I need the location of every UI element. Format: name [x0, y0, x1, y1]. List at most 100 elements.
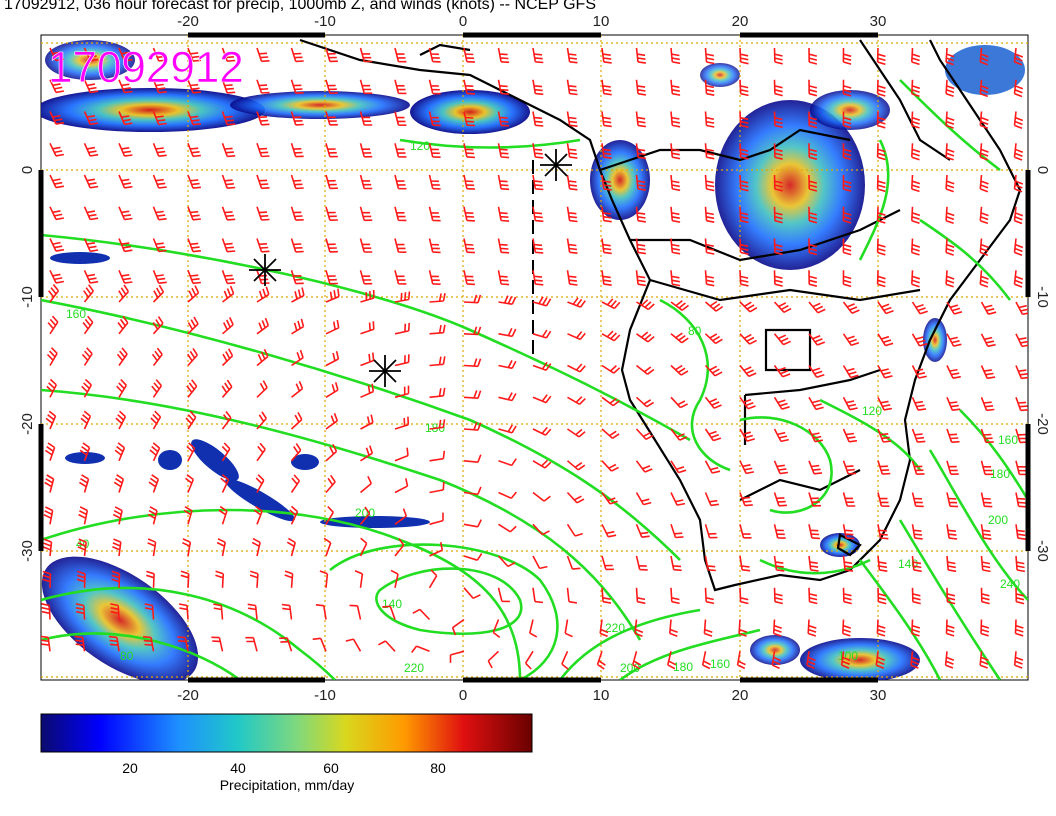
wind-barb — [773, 174, 783, 192]
wind-barb — [877, 301, 894, 315]
wind-barb — [247, 603, 258, 620]
wind-barb — [945, 238, 955, 256]
wind-barb — [152, 316, 164, 335]
wind-barb — [152, 284, 165, 303]
wind-barb — [946, 587, 956, 605]
wind-barb — [946, 333, 962, 347]
coastlines — [299, 38, 1022, 592]
wind-barb — [911, 143, 921, 161]
wind-barb — [118, 111, 133, 126]
wind-barb — [670, 428, 688, 441]
wind-barb — [532, 523, 550, 536]
wind-barb — [806, 651, 816, 670]
map-title: 17092912, 036 hour forecast for precip, … — [4, 0, 596, 13]
wind-barb — [463, 111, 475, 127]
wind-barb — [256, 174, 270, 190]
wind-barb — [670, 206, 681, 223]
wind-barb — [1013, 174, 1024, 193]
lon-tick-label: 10 — [593, 687, 610, 704]
wind-barb — [222, 285, 235, 303]
wind-barb — [1013, 270, 1024, 288]
wind-barb — [428, 270, 441, 285]
wind-barb — [152, 47, 167, 62]
wind-barb — [739, 333, 757, 345]
lat-labels-right: 0 -10 -20 -30 — [1034, 166, 1051, 562]
wind-barb — [946, 396, 961, 411]
wind-barb — [566, 143, 578, 159]
wind-barb — [739, 492, 753, 507]
wind-barb — [808, 460, 823, 475]
wind-barb — [463, 553, 483, 561]
wind-barb — [187, 143, 201, 158]
wind-barb — [497, 111, 510, 127]
wind-barb — [601, 396, 620, 407]
wind-barb — [463, 294, 482, 304]
wind-barb — [498, 523, 517, 533]
wind-barb — [635, 460, 653, 473]
low-pressure-star — [369, 355, 401, 387]
wind-barb — [1015, 524, 1026, 540]
wind-barb — [81, 378, 93, 398]
wind-barb — [118, 79, 133, 94]
wind-barb — [601, 111, 612, 128]
wind-barb — [670, 460, 687, 474]
wind-barb — [182, 538, 192, 557]
wind-barb — [980, 428, 994, 444]
wind-barb — [290, 474, 301, 493]
wind-barb — [116, 347, 128, 366]
wind-barb — [83, 284, 94, 303]
wind-barb — [81, 347, 93, 366]
wind-barb — [497, 270, 510, 286]
wind-barb — [739, 111, 749, 128]
wind-barb — [177, 636, 189, 652]
wind-barb — [345, 638, 362, 652]
wind-barb — [113, 474, 125, 493]
wind-barb — [221, 79, 236, 94]
colorbar-gradient — [40, 713, 533, 753]
wind-barb — [428, 206, 441, 222]
lat-tick-label: -30 — [1034, 540, 1051, 562]
wind-barb — [566, 206, 578, 223]
wind-barb — [325, 47, 338, 63]
wind-barb — [256, 286, 270, 303]
wind-barb — [635, 587, 646, 605]
wind-barb — [187, 79, 201, 94]
wind-barb — [635, 79, 647, 96]
wind-barb — [449, 650, 465, 663]
wind-barb — [49, 269, 65, 284]
wind-barb — [945, 619, 955, 637]
wind-barb — [49, 79, 65, 94]
wind-barb — [877, 365, 893, 379]
contour-label: 140 — [898, 557, 918, 571]
wind-barb — [497, 555, 516, 568]
wind-barb — [1013, 651, 1024, 669]
wind-barb — [945, 206, 955, 225]
wind-barb — [667, 651, 677, 670]
contour-label: 80 — [688, 324, 702, 338]
wind-barb — [566, 270, 578, 286]
wind-barb — [979, 47, 989, 66]
wind-barb — [394, 478, 409, 494]
wind-barb — [704, 428, 722, 442]
wind-barb — [532, 79, 544, 96]
wind-barb — [532, 491, 551, 502]
wind-barb — [359, 143, 373, 158]
wind-barb — [49, 238, 65, 252]
wind-barb — [566, 587, 578, 604]
wind-barb — [842, 428, 858, 443]
contour-label: 160 — [998, 433, 1018, 447]
wind-barb — [187, 174, 201, 189]
wind-barb — [75, 603, 86, 620]
wind-barb — [946, 301, 963, 315]
wind-barb — [636, 331, 655, 343]
wind-barb — [394, 238, 407, 253]
wind-barb — [394, 447, 409, 462]
wind-barb — [566, 111, 578, 127]
wind-barb — [876, 143, 886, 161]
wind-barb — [148, 474, 160, 493]
wind-barb — [945, 143, 955, 161]
wind-barb — [773, 365, 791, 378]
wind-barb — [670, 238, 681, 255]
wind-barb — [180, 570, 190, 588]
wind-barb — [773, 428, 789, 443]
